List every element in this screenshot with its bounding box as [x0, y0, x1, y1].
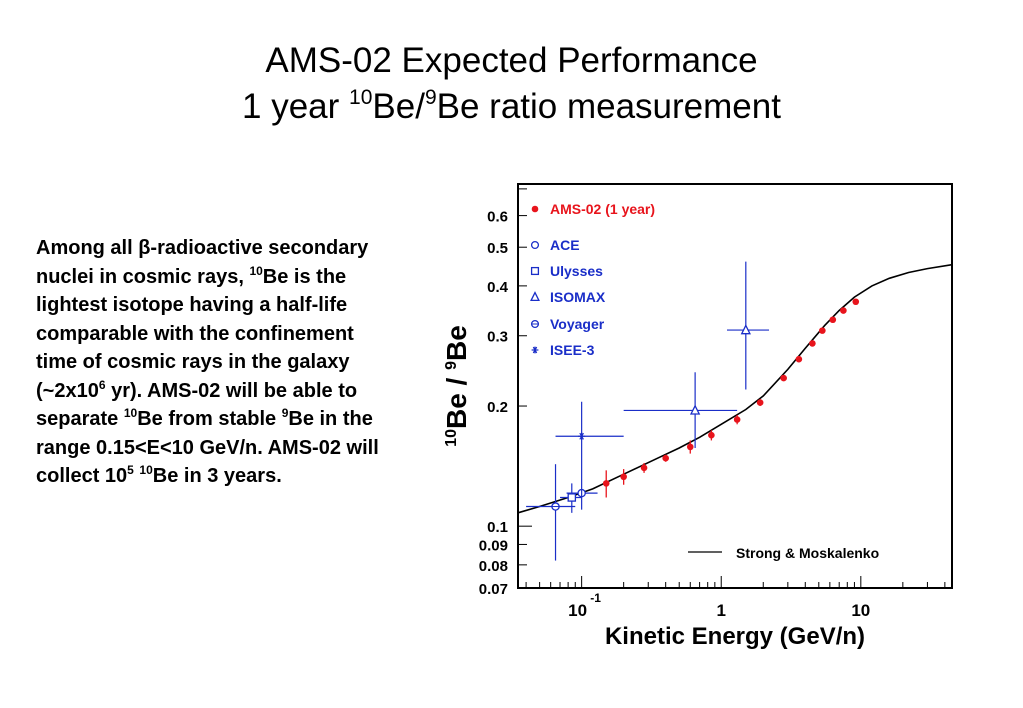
marker-open-circle [530, 240, 540, 250]
title-sup-10: 10 [349, 86, 373, 109]
marker-filled-circle [686, 443, 694, 451]
legend: AMS-02 (1 year) ACE Ulysses ISOMAX Voyager IS… [530, 201, 655, 358]
axis-ticks [518, 188, 946, 589]
y-axis-label: 10Be / 9Be [441, 325, 472, 447]
title-sup-9: 9 [424, 86, 437, 109]
legend-label: Ulysses [550, 263, 603, 279]
x-tick-label-exponent: -1 [590, 591, 601, 605]
legend-label: AMS-02 (1 year) [550, 201, 655, 217]
model-legend-label: Strong & Moskalenko [736, 545, 879, 561]
marker-filled-circle [531, 205, 539, 213]
legend-label: ISOMAX [550, 289, 606, 305]
marker-filled-circle [602, 480, 610, 487]
title-line-2-mid: Be/ [372, 87, 425, 126]
y-tick-label: 0.08 [479, 558, 508, 575]
marker-filled-circle [852, 298, 860, 306]
marker-filled-circle [819, 327, 826, 334]
marker-filled-circle [795, 355, 803, 363]
data-series [526, 261, 860, 561]
marker-filled-circle [733, 416, 741, 423]
legend-label: ACE [550, 237, 580, 253]
marker-filled-circle [620, 473, 627, 481]
title-line-2-pre: 1 year [242, 87, 350, 126]
y-tick-label: 0.1 [487, 519, 508, 536]
x-tick-label: 1 [716, 601, 725, 620]
y-tick-label: 0.09 [479, 537, 508, 554]
y-tick-label: 0.4 [487, 279, 509, 296]
body-sup-1: 10 [249, 263, 263, 278]
title-line-2-post: Be ratio measurement [436, 87, 781, 126]
y-label-sup-9: 9 [443, 361, 460, 370]
slide-title: AMS-02 Expected Performance 1 year 10Be/… [0, 38, 1023, 130]
marker-open-triangle [689, 404, 701, 415]
marker-filled-circle [840, 307, 847, 314]
marker-open-square [530, 266, 540, 276]
x-tick-label: 10 [568, 601, 587, 620]
body-paragraph: Among all β-radioactive secondary nuclei… [36, 234, 396, 491]
x-tick-label: 10 [851, 601, 870, 620]
legend-label: ISEE-3 [550, 342, 595, 358]
body-text-1: Among all β-radioactive secondary nuclei… [36, 237, 369, 288]
marker-filled-circle [708, 431, 715, 439]
marker-filled-circle [662, 454, 669, 462]
marker-open-triangle [530, 291, 540, 302]
axis-tick-labels: 0.070.080.090.10.20.30.40.50.610-11 10 [479, 209, 870, 620]
marker-open-square [567, 493, 577, 502]
body-sup-2: 6 [98, 377, 106, 392]
marker-filled-circle [756, 399, 764, 406]
body-sup-4: 9 [281, 406, 289, 420]
y-tick-label: 0.2 [487, 399, 508, 416]
body-sup-3: 10 [123, 406, 138, 420]
marker-filled-circle [829, 316, 837, 324]
body-text-4: Be from stable [137, 408, 282, 430]
y-tick-label: 0.6 [487, 209, 508, 226]
y-tick-label: 0.07 [479, 581, 508, 598]
y-tick-label: 0.5 [487, 240, 508, 257]
body-text-5: Be in the range 0.15<E<10 GeV/n. AMS-02 … [36, 408, 379, 487]
plot-frame [517, 183, 953, 589]
model-legend: Strong & Moskalenko [688, 545, 879, 561]
body-text-3: yr). AMS-02 will be able to separate [36, 379, 358, 431]
title-line-2: 1 year 10Be/9Be ratio measurement [0, 84, 1023, 130]
marker-filled-circle [640, 464, 648, 472]
legend-label: Voyager [550, 316, 605, 332]
body-text-2: Be is the lightest isotope having a half… [36, 265, 354, 402]
title-line-1: AMS-02 Expected Performance [265, 41, 758, 80]
y-label-be-2: Be [441, 325, 472, 361]
body-text-7: Be in 3 years. [152, 465, 282, 487]
y-label-sup-10: 10 [443, 429, 460, 447]
body-sup-6: 10 [139, 463, 153, 477]
marker-open-triangle [740, 324, 751, 335]
y-tick-label: 0.3 [487, 329, 508, 346]
marker-filled-circle [809, 340, 816, 347]
x-axis-label: Kinetic Energy (GeV/n) [605, 623, 865, 650]
marker-filled-circle [780, 374, 787, 382]
body-sup-5: 5 [127, 463, 134, 477]
y-label-be: Be / [441, 370, 472, 429]
